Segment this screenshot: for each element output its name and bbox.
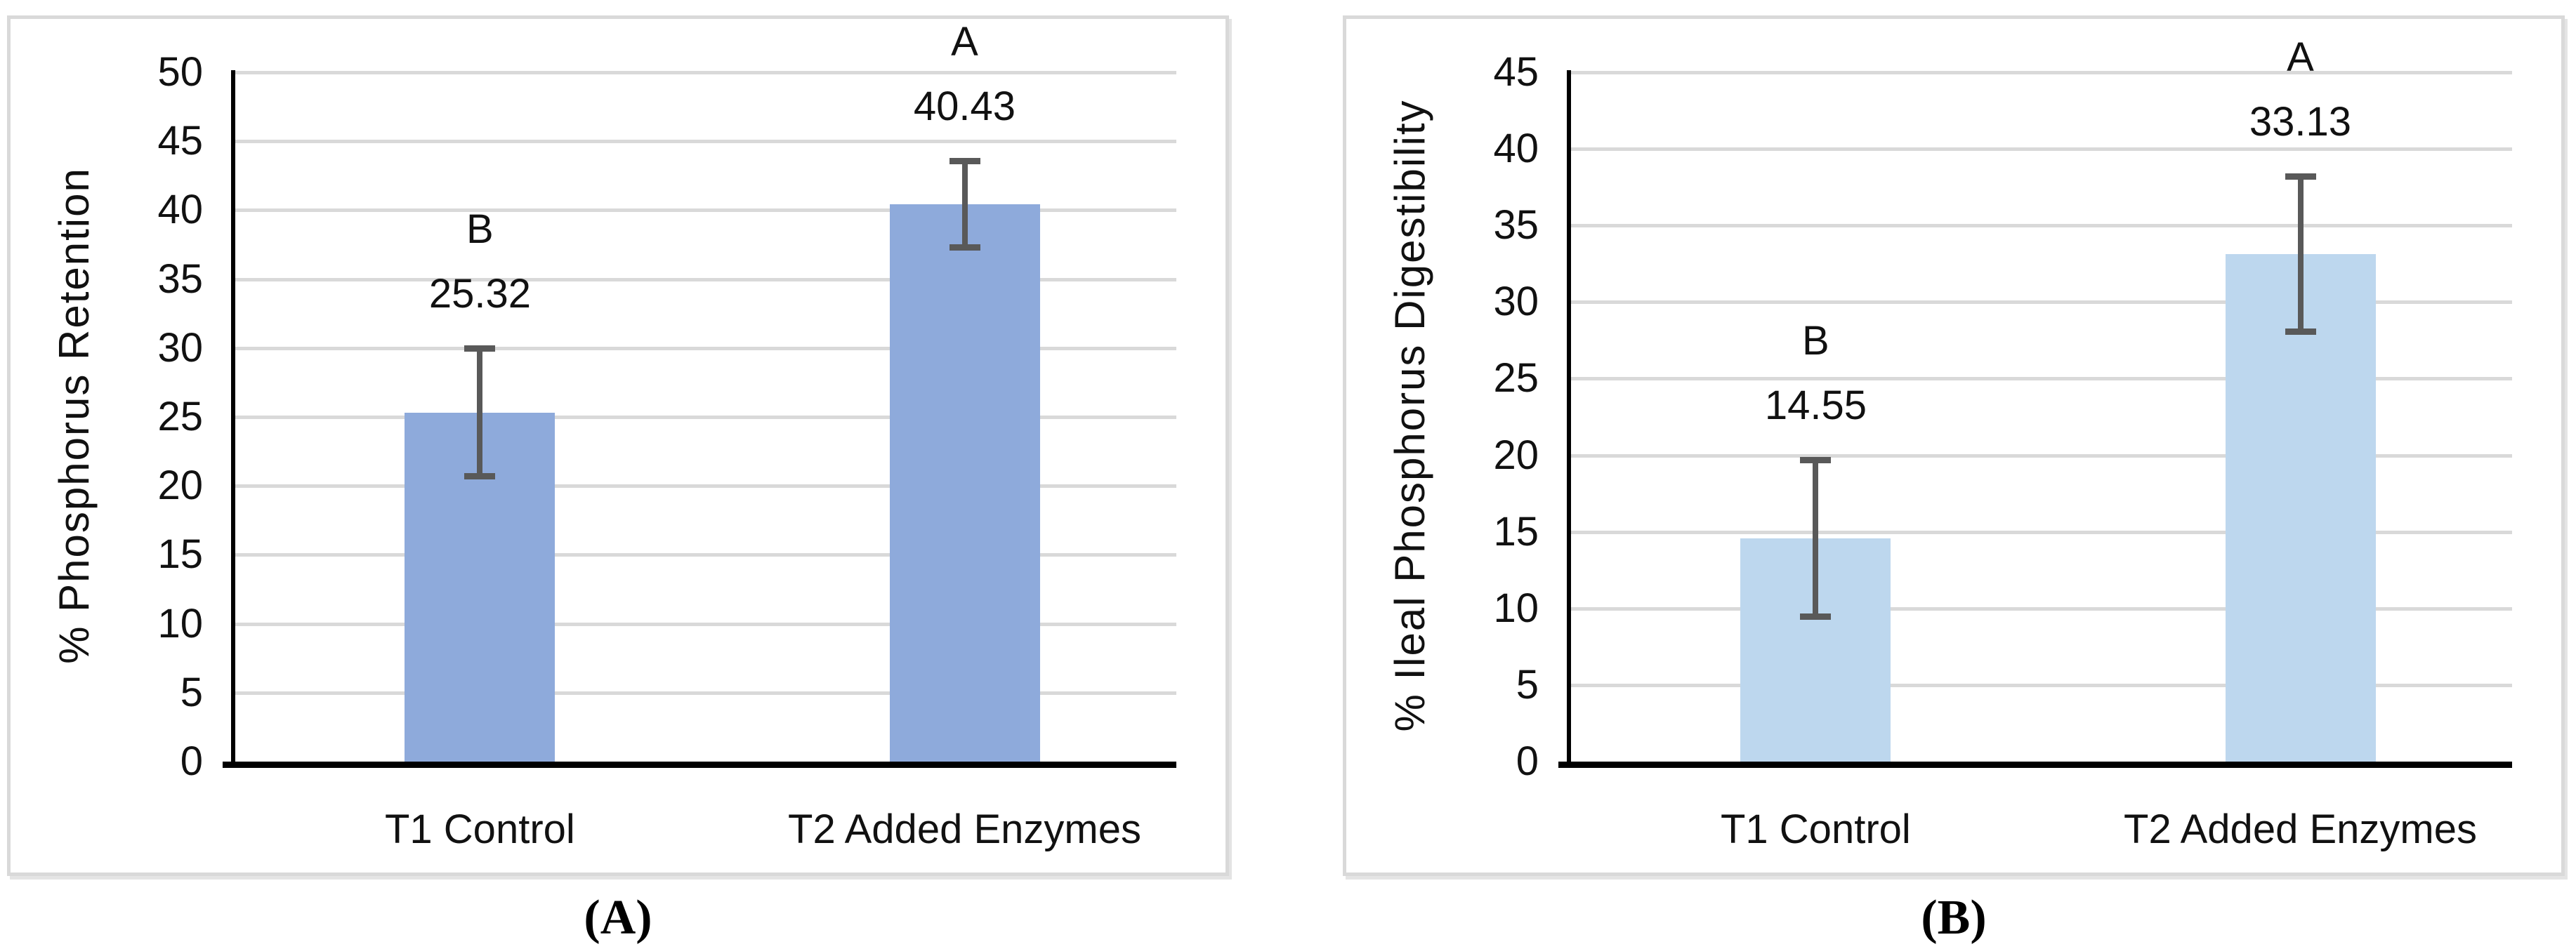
y-tick-label: 25 xyxy=(1493,355,1539,401)
category-label: T1 Control xyxy=(1721,807,1911,852)
error-bar-cap-bottom xyxy=(2285,328,2316,335)
value-label: 40.43 xyxy=(913,83,1016,129)
plot-area: 50 45 40 35 30 25 20 15 10 5 0 25.32 B T1 Control 40.4… xyxy=(11,19,1225,872)
gridline xyxy=(1571,530,2512,534)
y-tick-label: 20 xyxy=(157,463,203,509)
chart-panel-a: % Phosphorus Retention 50 45 40 35 30 25 20 15 1… xyxy=(7,15,1229,876)
gridline xyxy=(1571,147,2512,152)
value-label: 25.32 xyxy=(428,270,531,317)
y-tick-label: 5 xyxy=(180,669,203,715)
error-bar xyxy=(2297,176,2304,331)
y-tick-label: 35 xyxy=(157,255,203,302)
x-axis-line xyxy=(1558,762,2512,768)
gridline xyxy=(235,484,1176,489)
bar xyxy=(889,204,1040,762)
y-tick-label: 30 xyxy=(1493,279,1539,325)
category-label: T2 Added Enzymes xyxy=(2124,807,2477,852)
gridline xyxy=(1571,224,2512,228)
gridline xyxy=(235,71,1176,74)
gridline xyxy=(1571,606,2512,611)
y-tick-label: 10 xyxy=(157,600,203,646)
x-axis-line xyxy=(223,762,1176,768)
gridline xyxy=(235,346,1176,350)
category-label: T1 Control xyxy=(385,807,575,852)
y-tick-label: 15 xyxy=(157,531,203,578)
gridline xyxy=(1571,300,2512,305)
y-tick-label: 40 xyxy=(157,187,203,233)
y-tick-label: 0 xyxy=(180,738,203,784)
error-bar-cap-top xyxy=(464,345,496,352)
value-label: 33.13 xyxy=(2249,99,2352,145)
gridline xyxy=(235,691,1176,695)
error-bar-cap-bottom xyxy=(1800,613,1832,620)
panel-caption-a: (A) xyxy=(584,891,652,945)
gridline xyxy=(1571,453,2512,458)
y-tick-label: 45 xyxy=(1493,49,1539,95)
error-bar-cap-top xyxy=(2285,173,2316,180)
error-bar-cap-bottom xyxy=(949,244,980,251)
gridline xyxy=(1571,377,2512,381)
y-tick-label: 5 xyxy=(1516,661,1539,708)
bar xyxy=(2225,254,2376,762)
y-tick-label: 15 xyxy=(1493,508,1539,555)
y-tick-label: 50 xyxy=(157,49,203,95)
y-tick-label: 40 xyxy=(1493,126,1539,172)
error-bar-cap-top xyxy=(949,157,980,164)
plot-area: 45 40 35 30 25 20 15 10 5 0 14.55 B T1 Control 33.13 A… xyxy=(1346,19,2561,872)
y-tick-label: 20 xyxy=(1493,432,1539,478)
gridline xyxy=(235,416,1176,419)
y-tick-label: 10 xyxy=(1493,585,1539,631)
significance-letter: A xyxy=(951,18,978,65)
y-tick-label: 35 xyxy=(1493,202,1539,248)
error-bar xyxy=(961,160,968,248)
y-tick-label: 45 xyxy=(157,118,203,164)
chart-panel-b: % Ileal Phosphorus Digestibility 45 40 35 3… xyxy=(1343,15,2565,876)
error-bar xyxy=(477,347,483,477)
significance-letter: B xyxy=(1802,318,1829,364)
value-label: 14.55 xyxy=(1764,383,1867,429)
y-tick-label: 25 xyxy=(157,394,203,439)
gridline xyxy=(1571,683,2512,687)
significance-letter: B xyxy=(466,206,494,252)
gridline xyxy=(235,140,1176,144)
y-axis-line xyxy=(1567,70,1571,764)
gridline xyxy=(235,622,1176,626)
gridline xyxy=(235,553,1176,557)
error-bar-cap-bottom xyxy=(464,473,496,480)
error-bar xyxy=(1813,460,1819,616)
gridline xyxy=(235,277,1176,281)
error-bar-cap-top xyxy=(1800,457,1832,464)
gridline xyxy=(1571,71,2512,74)
y-tick-label: 0 xyxy=(1516,738,1539,784)
category-label: T2 Added Enzymes xyxy=(788,807,1141,852)
y-axis-line xyxy=(231,70,235,764)
panel-caption-b: (B) xyxy=(1921,891,1987,945)
gridline xyxy=(235,208,1176,213)
y-tick-label: 30 xyxy=(157,324,203,371)
significance-letter: A xyxy=(2287,34,2314,81)
